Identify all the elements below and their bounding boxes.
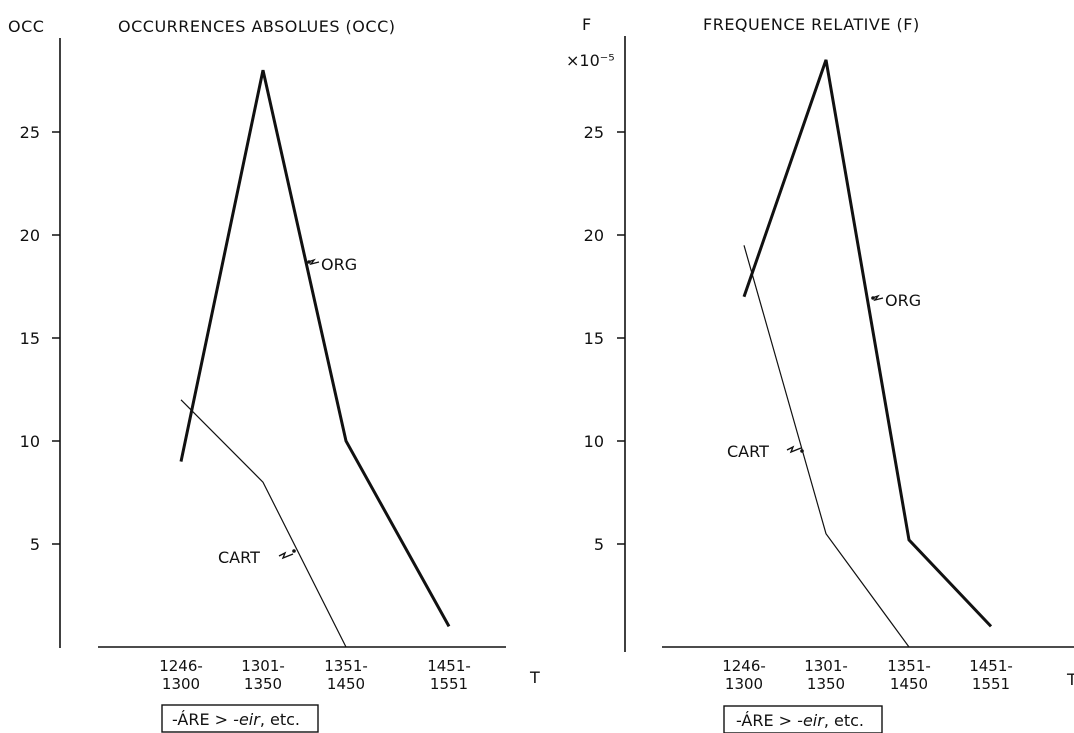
series-labels: ORG CART (218, 255, 357, 567)
x-tick-label: 1351-1450 (887, 657, 931, 693)
y-axis-label: OCC (8, 17, 44, 36)
series-line-org (742, 59, 993, 628)
y-axis-label: F (582, 15, 592, 34)
series-label-cart: CART (218, 548, 260, 567)
x-tick-label: 1246-1300 (159, 657, 203, 693)
arrow-icon (786, 445, 802, 454)
y-ticks: 5 10 15 20 25 (20, 123, 60, 554)
arrow-dot-icon (292, 549, 296, 553)
x-tick-labels: 1246-1300 1301-1350 1351-1450 1451-1551 (722, 657, 1013, 693)
y-tick-label: 15 (20, 329, 40, 348)
y-tick-label: 10 (20, 432, 40, 451)
series-label-org: ORG (885, 291, 921, 310)
y-tick-label: 5 (594, 535, 604, 554)
footer-box (723, 705, 883, 733)
chart-panel-frequence: F ×10⁻⁵ FREQUENCE RELATIVE (F) 5 10 15 20 25… (566, 15, 1074, 733)
x-tick-labels: 1246-1300 1301-1350 1351-1450 1451-1551 (159, 657, 471, 693)
x-axis-label: T (529, 668, 540, 687)
chart-title: FREQUENCE RELATIVE (F) (703, 15, 920, 34)
series-line-cart (743, 245, 910, 648)
y-tick-label: 20 (20, 226, 40, 245)
x-axis-label: T (1066, 670, 1074, 689)
y-tick-label: 5 (30, 535, 40, 554)
series-label-org: ORG (321, 255, 357, 274)
x-tick-label: 1246-1300 (722, 657, 766, 693)
arrow-dot-icon (800, 449, 804, 453)
series-label-cart: CART (727, 442, 769, 461)
arrow-icon (871, 294, 884, 302)
footer-box (161, 704, 319, 733)
y-tick-label: 20 (584, 226, 604, 245)
series-line-cart (180, 399, 347, 648)
arrow-dot-icon (871, 296, 875, 300)
arrow-dot-icon (307, 260, 311, 264)
y-tick-label: 10 (584, 432, 604, 451)
x-tick-label: 1301-1350 (241, 657, 285, 693)
series-lines (742, 59, 993, 648)
x-tick-label: 1301-1350 (804, 657, 848, 693)
chart-panel-occurrences: OCC OCCURRENCES ABSOLUES (OCC) 5 10 15 20 25… (8, 17, 540, 733)
x-tick-label: 1351-1450 (324, 657, 368, 693)
x-tick-label: 1451-1551 (427, 657, 471, 693)
chart-title: OCCURRENCES ABSOLUES (OCC) (118, 17, 395, 36)
y-ticks: 5 10 15 20 25 (584, 123, 625, 554)
arrow-icon (307, 258, 320, 266)
y-tick-label: 25 (20, 123, 40, 142)
y-tick-label: 15 (584, 329, 604, 348)
series-lines (179, 69, 451, 648)
x-tick-label: 1451-1551 (969, 657, 1013, 693)
arrow-icon (278, 551, 294, 560)
y-tick-label: 25 (584, 123, 604, 142)
y-scale-label: ×10⁻⁵ (566, 51, 615, 70)
series-line-org (179, 69, 451, 628)
footer-formula: -ÁRE > -eir, etc. (736, 711, 864, 730)
footer-formula: -ÁRE > -eir, etc. (172, 710, 300, 729)
series-labels: ORG CART (727, 291, 921, 461)
